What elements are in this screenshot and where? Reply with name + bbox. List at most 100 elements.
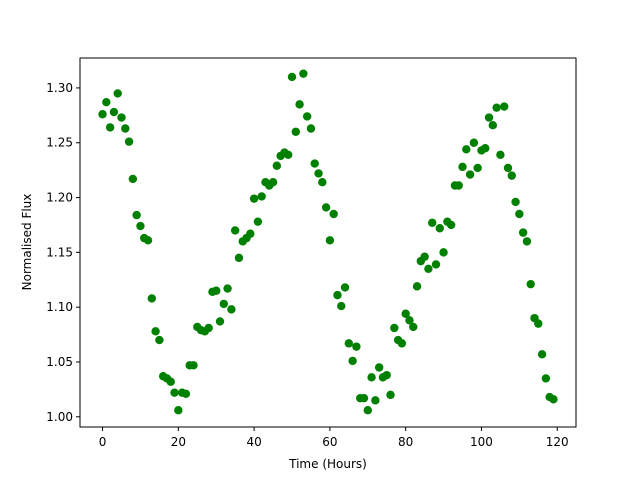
point: [299, 69, 308, 78]
point: [257, 192, 266, 201]
point: [181, 389, 191, 398]
point: [272, 161, 282, 170]
point: [136, 221, 145, 231]
point: [223, 284, 232, 293]
point: [473, 163, 482, 173]
point: [541, 374, 551, 383]
point: [431, 260, 441, 269]
y-tick-label: 1.10: [46, 300, 73, 314]
point: [465, 170, 475, 179]
point: [132, 210, 141, 220]
point: [310, 159, 319, 168]
point: [496, 150, 505, 159]
point: [462, 145, 471, 154]
point: [348, 356, 357, 366]
point: [363, 406, 372, 415]
x-tick-label: 40: [246, 435, 261, 449]
point: [518, 228, 528, 237]
y-tick-label: 1.20: [46, 191, 73, 205]
point: [204, 323, 213, 333]
point: [515, 209, 524, 219]
point: [420, 252, 429, 261]
point: [102, 97, 111, 107]
point: [390, 323, 399, 333]
point: [249, 194, 259, 203]
point: [371, 396, 380, 405]
point: [439, 248, 448, 257]
point: [124, 137, 134, 146]
point: [325, 236, 335, 245]
point: [511, 197, 520, 207]
x-tick-label: 60: [322, 435, 337, 449]
point: [253, 217, 263, 226]
point: [412, 282, 422, 291]
point: [234, 253, 244, 263]
point: [113, 89, 122, 98]
point: [321, 203, 331, 212]
point: [284, 150, 293, 159]
point: [302, 112, 312, 121]
point: [109, 107, 119, 117]
point: [314, 169, 323, 178]
point: [337, 301, 346, 311]
x-tick-label: 120: [546, 435, 569, 449]
point: [352, 342, 361, 351]
point: [522, 237, 532, 246]
point: [189, 361, 198, 370]
x-tick-label: 0: [99, 435, 107, 449]
point: [428, 218, 437, 227]
y-tick-label: 1.30: [46, 81, 73, 95]
point: [397, 339, 407, 348]
point: [401, 309, 410, 318]
y-tick-label: 1.05: [46, 355, 73, 369]
point: [469, 138, 479, 147]
point: [507, 171, 516, 180]
point: [174, 406, 183, 415]
point: [488, 121, 498, 130]
x-tick-label: 20: [171, 435, 186, 449]
point: [526, 279, 535, 289]
point: [537, 350, 547, 359]
y-axis-label: Normalised Flux: [20, 194, 34, 291]
point: [219, 299, 228, 309]
point: [121, 124, 130, 133]
point: [170, 388, 179, 397]
point: [340, 283, 350, 292]
point: [484, 113, 494, 122]
point: [246, 229, 255, 238]
point: [230, 226, 240, 235]
point: [424, 264, 433, 274]
point: [367, 373, 376, 382]
point: [306, 124, 316, 133]
point: [359, 393, 369, 403]
point: [212, 286, 221, 295]
point: [105, 123, 115, 132]
x-tick-label: 100: [470, 435, 493, 449]
point: [227, 305, 236, 314]
point: [117, 113, 126, 122]
point: [435, 224, 444, 233]
point: [155, 335, 164, 345]
point: [534, 319, 543, 328]
point: [151, 327, 160, 336]
point: [291, 127, 300, 136]
point: [492, 103, 501, 112]
plot-frame: [79, 57, 577, 428]
point: [128, 174, 138, 184]
point: [454, 181, 463, 190]
point: [374, 363, 384, 372]
y-tick-label: 1.25: [46, 136, 73, 150]
point: [386, 390, 395, 400]
point: [215, 317, 225, 326]
point: [344, 339, 354, 348]
point: [268, 178, 278, 187]
point: [143, 236, 153, 245]
point: [318, 178, 327, 187]
point: [287, 72, 297, 82]
point: [409, 322, 418, 332]
point: [499, 102, 509, 111]
point: [98, 110, 107, 119]
y-tick-label: 1.00: [46, 410, 73, 424]
